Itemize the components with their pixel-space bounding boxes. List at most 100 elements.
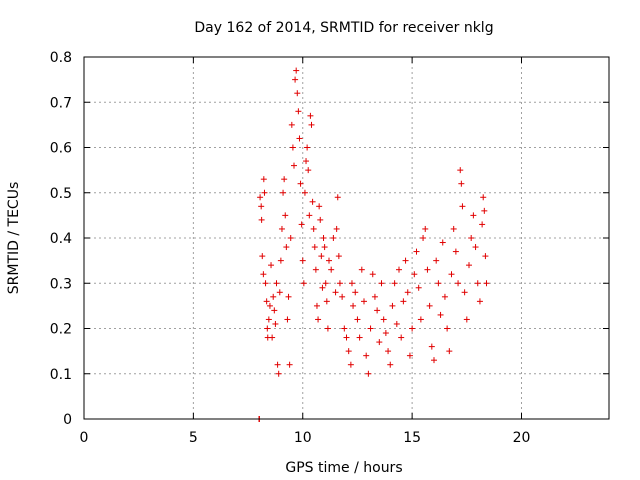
data-point	[378, 280, 385, 287]
data-point	[258, 203, 265, 210]
data-point	[437, 311, 444, 318]
data-point	[311, 244, 318, 251]
data-point	[415, 284, 422, 291]
data-point	[258, 216, 265, 223]
data-point	[398, 334, 405, 341]
data-point	[291, 162, 297, 169]
data-point	[356, 334, 363, 341]
data-point	[297, 180, 304, 187]
axis-ticks	[83, 56, 609, 420]
data-point	[316, 203, 323, 210]
data-point	[352, 289, 359, 296]
data-point	[318, 253, 325, 260]
data-point	[387, 361, 394, 368]
data-point	[347, 361, 354, 368]
data-point	[354, 316, 361, 323]
data-point	[382, 330, 389, 337]
data-point	[482, 253, 489, 260]
data-point	[404, 289, 411, 296]
data-point	[396, 266, 402, 273]
data-point	[313, 302, 320, 309]
grid	[84, 57, 609, 419]
data-point	[426, 302, 433, 309]
y-tick-label: 0.8	[50, 50, 72, 66]
data-point	[308, 121, 315, 128]
data-point	[333, 225, 340, 232]
data-point	[332, 289, 339, 296]
data-point	[452, 248, 459, 255]
data-point	[303, 158, 310, 165]
data-point	[428, 343, 435, 350]
data-point	[374, 307, 381, 314]
data-point	[289, 144, 296, 151]
data-point	[345, 348, 352, 355]
x-tick-label: 20	[513, 430, 531, 446]
data-point	[269, 334, 276, 341]
data-point	[307, 112, 314, 119]
data-point	[463, 316, 470, 323]
data-point	[455, 280, 462, 287]
y-axis-label: SRMTID / TECUs	[6, 182, 22, 295]
data-point	[280, 189, 287, 196]
data-point	[292, 76, 299, 83]
data-point	[328, 266, 335, 273]
data-point	[284, 316, 291, 323]
data-point	[363, 352, 370, 359]
data-point	[304, 144, 311, 151]
y-tick-label: 0.7	[50, 95, 72, 111]
data-point	[310, 225, 317, 232]
data-point	[283, 244, 290, 251]
data-point	[264, 325, 271, 332]
data-point	[380, 316, 387, 323]
y-tick-label: 0.3	[50, 276, 72, 292]
data-point	[365, 370, 372, 377]
data-point	[305, 167, 312, 174]
data-point	[326, 257, 332, 264]
data-point	[262, 280, 269, 287]
data-point	[270, 293, 277, 300]
x-tick-label: 10	[294, 430, 312, 446]
data-point	[268, 262, 275, 269]
data-point	[271, 307, 278, 314]
data-point	[350, 302, 357, 309]
data-point	[376, 339, 383, 346]
data-point	[450, 225, 457, 232]
data-point	[299, 257, 306, 264]
data-point	[459, 203, 466, 210]
data-point	[476, 298, 483, 305]
data-point	[281, 176, 288, 183]
data-point	[298, 221, 305, 228]
data-point	[323, 298, 330, 305]
data-point	[406, 352, 413, 359]
data-point	[286, 361, 293, 368]
y-tick-label: 0.1	[50, 367, 72, 383]
x-axis-label: GPS time / hours	[285, 460, 402, 476]
data-point	[288, 121, 295, 128]
data-point	[409, 325, 416, 332]
data-point	[446, 348, 453, 355]
data-point	[322, 280, 329, 287]
data-point	[309, 198, 316, 205]
data-point	[259, 253, 266, 260]
data-point	[358, 266, 365, 273]
data-point	[435, 280, 442, 287]
data-point	[320, 235, 327, 241]
data-point	[300, 280, 307, 287]
data-point	[470, 212, 477, 219]
data-point	[400, 298, 407, 305]
data-point	[441, 293, 448, 300]
data-point	[385, 348, 392, 355]
data-point	[277, 257, 284, 264]
data-point	[334, 194, 341, 201]
data-point	[261, 189, 268, 196]
data-point	[275, 370, 282, 377]
data-point	[273, 280, 280, 287]
data-point	[285, 293, 292, 300]
data-point	[369, 271, 376, 278]
data-point	[479, 221, 486, 228]
data-point	[287, 235, 294, 241]
y-axis-tick-labels: 0 0.1 0.2 0.3 0.4 0.5 0.6 0.7 0.8	[50, 50, 72, 428]
data-point	[321, 244, 328, 251]
data-point	[367, 325, 374, 332]
